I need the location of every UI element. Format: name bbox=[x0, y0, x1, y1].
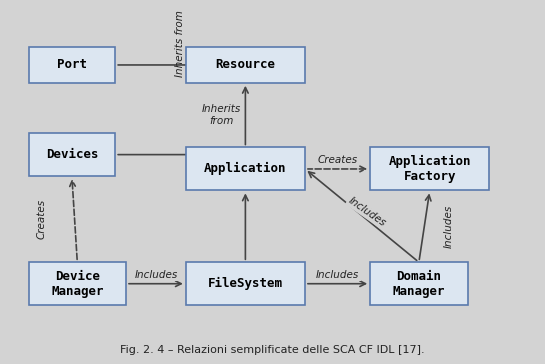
FancyArrowPatch shape bbox=[129, 281, 181, 286]
Text: Includes: Includes bbox=[316, 270, 359, 280]
Text: Inherits from: Inherits from bbox=[175, 10, 185, 77]
Text: Device
Manager: Device Manager bbox=[51, 270, 104, 298]
Text: Inherits
from: Inherits from bbox=[201, 104, 240, 126]
Text: Resource: Resource bbox=[215, 59, 275, 71]
Text: Includes: Includes bbox=[444, 205, 454, 248]
FancyBboxPatch shape bbox=[186, 47, 305, 83]
Text: Port: Port bbox=[57, 59, 87, 71]
FancyArrowPatch shape bbox=[308, 281, 366, 286]
FancyArrowPatch shape bbox=[70, 181, 77, 260]
Text: Application
Factory: Application Factory bbox=[389, 155, 471, 183]
Text: FileSystem: FileSystem bbox=[208, 277, 283, 290]
FancyBboxPatch shape bbox=[28, 133, 115, 176]
Text: Application: Application bbox=[204, 162, 287, 175]
Text: Devices: Devices bbox=[46, 148, 98, 161]
FancyArrowPatch shape bbox=[419, 195, 431, 260]
FancyArrowPatch shape bbox=[308, 172, 417, 260]
Text: Includes: Includes bbox=[347, 195, 388, 229]
Text: Includes: Includes bbox=[134, 270, 178, 280]
FancyBboxPatch shape bbox=[370, 147, 489, 190]
FancyBboxPatch shape bbox=[370, 262, 468, 305]
Text: Creates: Creates bbox=[318, 155, 358, 165]
FancyBboxPatch shape bbox=[28, 262, 126, 305]
Text: Creates: Creates bbox=[37, 199, 47, 239]
FancyBboxPatch shape bbox=[28, 47, 115, 83]
FancyBboxPatch shape bbox=[186, 147, 305, 190]
Text: Fig. 2. 4 – Relazioni semplificate delle SCA CF IDL [17].: Fig. 2. 4 – Relazioni semplificate delle… bbox=[120, 345, 425, 355]
FancyArrowPatch shape bbox=[308, 166, 366, 172]
FancyArrowPatch shape bbox=[243, 195, 248, 260]
Text: Domain
Manager: Domain Manager bbox=[392, 270, 445, 298]
FancyBboxPatch shape bbox=[186, 262, 305, 305]
